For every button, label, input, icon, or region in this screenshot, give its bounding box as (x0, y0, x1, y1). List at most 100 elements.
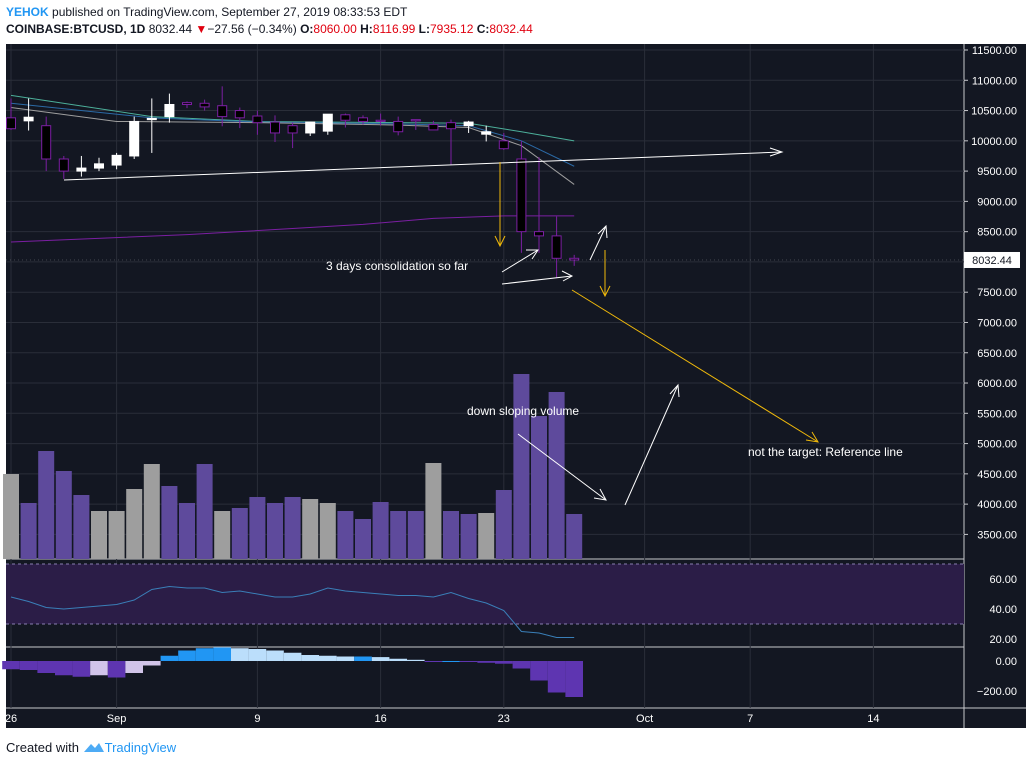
author-link[interactable]: YEHOK (6, 5, 49, 19)
arrow-head-icon (805, 431, 819, 443)
candle-body (358, 117, 368, 122)
high-label: H: (360, 22, 373, 36)
footer: Created with TradingView (6, 740, 176, 755)
rsi-line (10, 585, 575, 638)
arrow-head-icon (597, 224, 608, 239)
candle-body (463, 121, 474, 127)
macd-bar (195, 648, 214, 661)
macd-tick-label: 0.00 (996, 656, 1017, 668)
price-tick-label: 5000.00 (977, 439, 1017, 451)
price-tick-label: 10500.00 (971, 106, 1017, 118)
volume-bar (179, 503, 195, 559)
macd-bar (213, 647, 231, 661)
macd-bar (160, 655, 179, 661)
published-text: published on TradingView.com, September … (48, 5, 408, 19)
annotation-consolidation[interactable]: 3 days consolidation so far (326, 259, 468, 273)
volume-bar (319, 503, 336, 559)
volume-bar (425, 463, 442, 559)
price-tick-label: 8500.00 (977, 227, 1017, 239)
volume-bar (20, 503, 37, 559)
tradingview-logo-icon (83, 743, 104, 752)
candle-body (41, 125, 52, 160)
volume-bar (214, 511, 231, 559)
macd-bar (90, 661, 108, 676)
macd-bar (72, 661, 91, 677)
macd-bar (336, 656, 355, 661)
macd-bar (178, 650, 196, 661)
candle-body (199, 102, 210, 108)
rsi-band (6, 564, 964, 624)
low-value: 7935.12 (429, 22, 474, 36)
volume-bar (55, 471, 72, 559)
volume-bar (91, 511, 107, 559)
up-arrow-large[interactable] (624, 384, 679, 506)
macd-bar (459, 661, 478, 662)
price-tick-label: 7500.00 (977, 287, 1017, 299)
annotation-target[interactable]: not the target: Reference line (748, 445, 903, 459)
candle-body (164, 103, 175, 118)
consolidation-arrow-1[interactable] (501, 249, 539, 273)
arrow-head-icon (599, 285, 611, 298)
candle-body (481, 131, 492, 135)
time-tick-label: Oct (636, 713, 653, 725)
candle-body (58, 158, 69, 172)
symbol-label[interactable]: COINBASE:BTCUSD, 1D (6, 22, 146, 36)
volume-bars (3, 374, 583, 559)
tradingview-brand-link[interactable]: TradingView (104, 740, 177, 755)
volume-bar (460, 514, 477, 559)
macd-bar (495, 661, 513, 664)
time-tick-label: 16 (374, 713, 386, 725)
macd-bar (547, 661, 566, 693)
open-value: 8060.00 (313, 22, 357, 36)
chart-canvas[interactable]: 11500.00 11000.00 10500.00 10000.00 9500.00 9… (0, 44, 1032, 736)
candle-body (393, 120, 404, 133)
rsi-tick-label: 60.00 (989, 574, 1017, 586)
rsi-tick-label: 20.00 (989, 634, 1017, 646)
last-price-badge-label: 8032.44 (972, 255, 1012, 267)
volume-bar (531, 416, 547, 559)
volume-bar (38, 451, 55, 559)
price-tick-label: 11000.00 (972, 75, 1017, 87)
candle-body (446, 122, 456, 130)
chart-header: YEHOK published on TradingView.com, Sept… (0, 0, 1032, 44)
down-arrow-icon: ▼ (195, 22, 208, 36)
price-tick-label: 4000.00 (977, 499, 1017, 511)
volume-bar (302, 499, 319, 559)
macd-bar (37, 661, 55, 673)
macd-bar (125, 661, 143, 673)
candle-body (516, 158, 527, 233)
up-arrow-small[interactable] (589, 225, 607, 261)
volume-slope-arrow[interactable] (517, 433, 607, 501)
support-trendline[interactable] (63, 151, 783, 181)
macd-bar (266, 650, 284, 661)
annotation-volume[interactable]: down sloping volume (467, 404, 579, 418)
candle-body (234, 110, 245, 119)
volume-bar (372, 502, 389, 559)
macd-bar (565, 661, 583, 697)
candle-body (129, 120, 140, 157)
arrow-head-icon (561, 270, 574, 282)
volume-bar (407, 511, 424, 559)
consolidation-arrow-2[interactable] (501, 275, 573, 285)
candle-body (569, 257, 580, 261)
macd-bar (143, 661, 161, 666)
macd-bar (424, 661, 443, 662)
rsi-pane (6, 563, 964, 638)
candle-body (146, 117, 157, 121)
candle-body (410, 119, 421, 122)
volume-bar (284, 497, 301, 559)
low-label: L: (418, 22, 430, 36)
close-value: 8032.44 (489, 22, 533, 36)
macd-bar (477, 661, 495, 663)
yellow-target-arrow[interactable] (571, 289, 819, 443)
macd-bar (283, 652, 302, 661)
volume-bar (355, 519, 371, 559)
macd-bar (407, 659, 425, 661)
candle-body (551, 235, 562, 259)
volume-bar (495, 490, 512, 559)
annotations: 3 days consolidation so far down sloping… (63, 147, 903, 506)
volume-bar (126, 489, 143, 559)
candle-body (428, 123, 439, 131)
volume-bar (249, 497, 266, 559)
moving-average-line (10, 215, 575, 243)
